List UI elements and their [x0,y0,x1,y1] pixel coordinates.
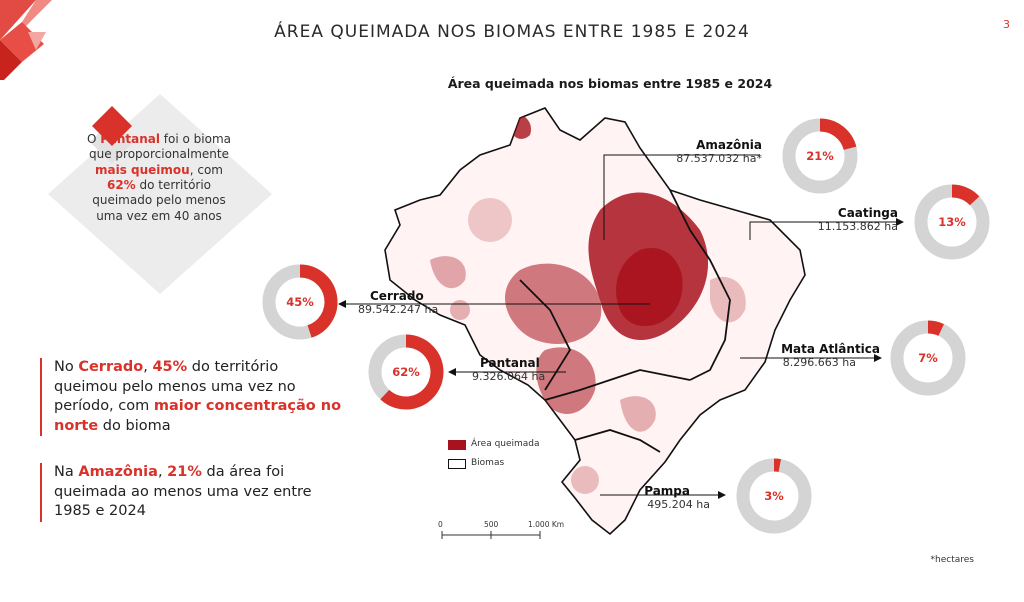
biome-area: 9.326.064 ha [472,370,546,383]
donut-percent-label: 3% [764,489,784,503]
donut-percent-label: 21% [806,149,834,163]
donut-burned-slice [380,334,444,410]
donut-amazonia: 21% [782,118,858,194]
donut-burned-slice [927,320,944,336]
donut-burned-slice [299,264,338,338]
map-title: Área queimada nos biomas entre 1985 e 20… [447,76,773,91]
page-title: ÁREA QUEIMADA NOS BIOMAS ENTRE 1985 E 20… [274,22,750,42]
donut-percent-label: 13% [938,215,966,229]
donut-pampa: 3% [736,458,812,534]
donut-pantanal: 62% [368,334,444,410]
donut-burned-slice [773,458,782,472]
legend-label-burned: Área queimada [471,439,540,449]
donut-burned-slice [819,118,857,151]
corner-logo-decoration [0,0,52,80]
biome-area: 87.537.032 ha* [676,152,762,165]
donut-percent-label: 62% [392,365,420,379]
note-amazonia: Na Amazônia, 21% da área foi queimada ao… [40,463,316,522]
scale-label-1000: 1.000 Km [528,520,565,529]
biome-label-pampa: Pampa 495.204 ha [620,484,720,511]
scale-bar [441,531,541,539]
biome-name: Pampa [644,484,690,498]
biome-name: Amazônia [696,138,762,152]
callout-diamond [48,94,272,294]
donut-percent-label: 45% [286,295,314,309]
donut-percent-label: 7% [918,351,938,365]
legend-swatch-burned [448,440,466,450]
biome-name: Mata Atlântica [781,342,880,356]
biome-name: Cerrado [370,289,424,303]
biome-area: 11.153.862 ha [817,220,898,233]
note-cerrado: No Cerrado, 45% do território queimou pe… [40,358,344,437]
footnote-hectares: *hectares [930,555,974,565]
biome-area: 89.542.247 ha [358,303,439,316]
biome-area: 495.204 ha [647,498,710,511]
biome-name: Pantanal [480,356,540,370]
biome-label-amazonia: Amazônia 87.537.032 ha* [650,138,762,165]
donut-caatinga: 13% [914,184,990,260]
biome-label-caatinga: Caatinga 11.153.862 ha [790,206,898,233]
callout-text: O Pantanal foi o bioma que proporcionalm… [87,132,231,223]
scale-label-500: 500 [484,520,499,529]
donut-burned-slice [951,184,980,206]
page-number: 3 [1003,18,1010,31]
donut-mata-atlantica: 7% [890,320,966,396]
legend-swatch-biomes [448,459,466,469]
legend-label-biomes: Biomas [471,458,505,468]
biome-name: Caatinga [837,206,898,220]
biome-area: 8.296.663 ha [782,356,856,369]
biome-label-pantanal: Pantanal 9.326.064 ha [460,356,560,383]
scale-label-0: 0 [438,520,443,529]
biome-label-cerrado: Cerrado 89.542.247 ha [350,289,450,316]
biome-label-mata-atlantica: Mata Atlântica 8.296.663 ha [762,342,880,369]
donut-cerrado: 45% [262,264,338,340]
